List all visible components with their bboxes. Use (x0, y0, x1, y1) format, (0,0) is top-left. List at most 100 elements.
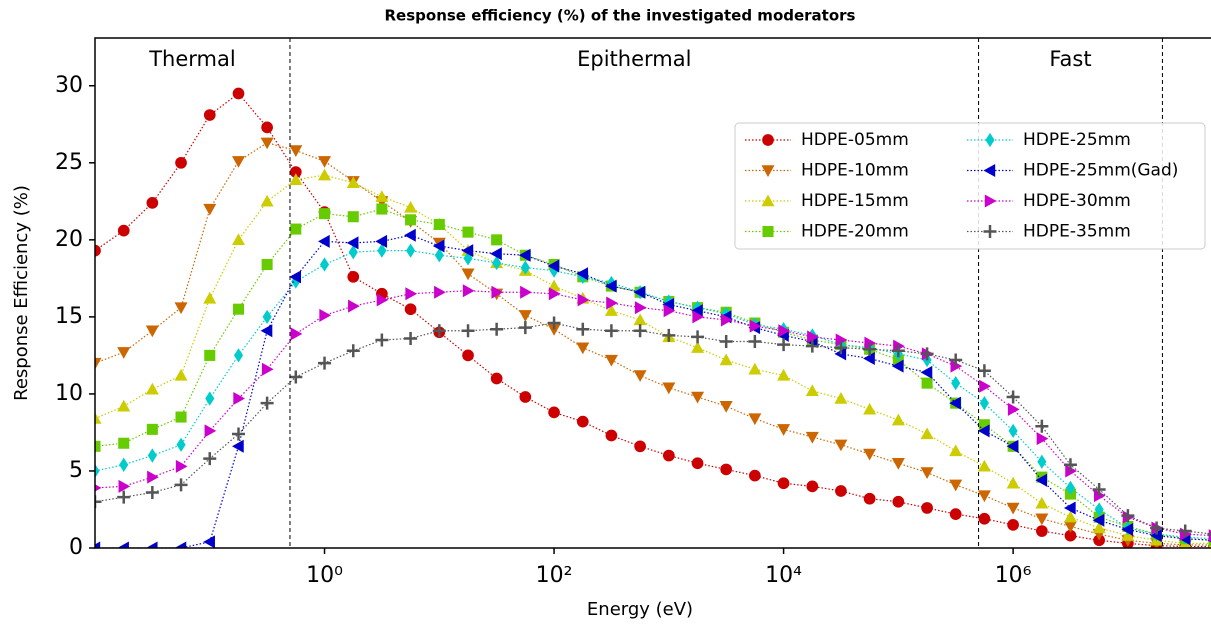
marker (1121, 509, 1135, 523)
marker (95, 484, 102, 492)
marker (863, 351, 875, 365)
marker (691, 341, 705, 353)
marker (520, 285, 532, 299)
marker (95, 440, 101, 452)
marker (203, 109, 216, 121)
marker (634, 440, 646, 453)
marker (1064, 529, 1077, 542)
marker (1035, 513, 1049, 526)
marker (117, 224, 130, 237)
marker (462, 226, 474, 238)
marker (577, 293, 590, 307)
marker (289, 370, 303, 384)
marker (348, 299, 360, 313)
marker (261, 258, 273, 271)
marker (232, 233, 246, 246)
legend-marker (983, 225, 997, 238)
marker (777, 424, 791, 436)
marker (434, 248, 444, 263)
legend-label: HDPE-25mm (1023, 130, 1131, 150)
marker (289, 270, 302, 284)
marker (834, 341, 848, 355)
marker (289, 166, 302, 178)
marker (633, 285, 646, 299)
marker (145, 325, 159, 338)
marker (604, 279, 617, 293)
marker (319, 257, 330, 272)
legend-marker (984, 194, 997, 208)
marker (147, 470, 159, 484)
marker (261, 121, 273, 134)
marker (203, 203, 217, 216)
marker (951, 375, 961, 391)
marker (1121, 523, 1134, 537)
marker (95, 495, 102, 509)
marker (663, 304, 676, 318)
marker (462, 284, 475, 298)
marker (576, 267, 588, 281)
marker (662, 298, 675, 312)
marker (175, 459, 188, 473)
marker (346, 176, 360, 189)
marker (949, 508, 962, 520)
marker (377, 243, 387, 258)
marker (576, 415, 589, 428)
marker (203, 452, 217, 466)
marker (405, 287, 418, 301)
marker (461, 244, 474, 258)
marker (346, 344, 360, 358)
legend-label: HDPE-20mm (801, 222, 909, 242)
marker (232, 303, 245, 315)
y-tick-label: 25 (55, 150, 83, 175)
marker (921, 377, 933, 389)
x-axis-label: Energy (eV) (587, 599, 693, 620)
marker (662, 449, 675, 462)
marker (117, 490, 131, 504)
marker (404, 331, 418, 345)
marker (1007, 402, 1020, 416)
marker (891, 344, 905, 358)
marker (977, 459, 991, 472)
marker (548, 287, 561, 301)
marker (633, 324, 647, 338)
marker (260, 324, 273, 338)
marker (1092, 513, 1105, 527)
marker (1178, 524, 1192, 538)
marker (404, 228, 416, 242)
marker (1150, 521, 1164, 535)
marker (1006, 476, 1020, 489)
marker (977, 364, 991, 378)
marker (719, 335, 733, 349)
marker (748, 362, 762, 375)
chart-title: Response efficiency (%) of the investiga… (385, 7, 856, 25)
y-tick-label: 5 (69, 458, 83, 483)
marker (404, 200, 418, 213)
marker (891, 458, 905, 470)
series-line (95, 92, 1211, 548)
marker (720, 313, 733, 327)
marker (949, 479, 963, 492)
marker (1035, 496, 1049, 509)
marker (318, 168, 332, 181)
marker (805, 384, 819, 397)
marker (977, 490, 991, 503)
marker (1035, 473, 1048, 487)
marker (920, 365, 933, 379)
x-tick-label: 10⁶ (995, 563, 1032, 588)
marker (748, 413, 762, 426)
series-line (95, 174, 1211, 544)
marker (203, 291, 217, 304)
legend-marker (985, 132, 995, 148)
marker (260, 194, 274, 207)
marker (1150, 529, 1162, 543)
marker (691, 330, 705, 344)
marker (204, 349, 216, 361)
marker (949, 396, 961, 410)
marker (863, 342, 877, 356)
marker (978, 512, 991, 525)
marker (604, 304, 618, 316)
marker (634, 301, 647, 315)
legend-marker (761, 194, 775, 207)
marker (145, 486, 159, 500)
